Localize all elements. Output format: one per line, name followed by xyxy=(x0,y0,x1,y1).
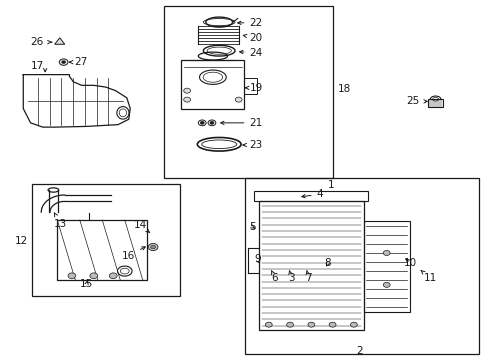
Circle shape xyxy=(183,97,190,102)
Text: 26: 26 xyxy=(30,37,44,47)
Text: 22: 22 xyxy=(237,18,262,28)
Circle shape xyxy=(328,322,335,327)
Text: 23: 23 xyxy=(243,140,262,150)
Text: 18: 18 xyxy=(337,84,350,94)
Bar xyxy=(57,220,147,280)
Circle shape xyxy=(307,322,314,327)
Circle shape xyxy=(183,88,190,93)
Circle shape xyxy=(235,97,242,102)
Text: 1: 1 xyxy=(327,180,334,190)
Circle shape xyxy=(200,121,203,124)
Text: 12: 12 xyxy=(15,236,28,246)
Text: 3: 3 xyxy=(287,270,294,283)
Text: 21: 21 xyxy=(220,118,262,128)
Text: 25: 25 xyxy=(405,96,418,107)
Text: 16: 16 xyxy=(122,247,145,261)
Text: 7: 7 xyxy=(305,270,311,283)
Circle shape xyxy=(68,273,76,279)
Text: 4: 4 xyxy=(301,189,323,199)
Circle shape xyxy=(150,245,155,249)
Bar xyxy=(363,221,409,312)
Bar xyxy=(164,6,332,178)
Circle shape xyxy=(265,322,272,327)
Circle shape xyxy=(209,121,213,124)
Text: 19: 19 xyxy=(245,83,262,93)
Text: 9: 9 xyxy=(254,254,260,264)
Circle shape xyxy=(90,273,98,279)
Bar xyxy=(244,78,256,94)
Text: 17: 17 xyxy=(30,61,44,71)
Text: 2: 2 xyxy=(356,346,362,356)
Bar xyxy=(254,191,368,202)
Text: 5: 5 xyxy=(249,222,255,232)
Circle shape xyxy=(383,251,389,256)
Circle shape xyxy=(109,273,117,279)
Circle shape xyxy=(148,243,158,251)
Text: 11: 11 xyxy=(420,270,436,283)
Text: 14: 14 xyxy=(133,220,149,233)
Text: 15: 15 xyxy=(80,279,93,289)
Text: 20: 20 xyxy=(243,33,262,43)
Text: 13: 13 xyxy=(54,213,67,229)
Circle shape xyxy=(59,59,68,65)
Bar xyxy=(427,99,442,107)
Bar xyxy=(259,202,363,330)
Text: 27: 27 xyxy=(74,57,87,67)
Bar xyxy=(181,60,244,109)
Bar xyxy=(245,178,478,354)
Text: 10: 10 xyxy=(403,258,416,268)
Bar xyxy=(31,184,180,296)
Circle shape xyxy=(350,322,357,327)
Circle shape xyxy=(286,322,293,327)
Circle shape xyxy=(61,61,65,64)
Circle shape xyxy=(383,282,389,287)
Text: 6: 6 xyxy=(271,270,278,283)
Text: 8: 8 xyxy=(324,258,331,268)
Text: 24: 24 xyxy=(239,48,262,58)
